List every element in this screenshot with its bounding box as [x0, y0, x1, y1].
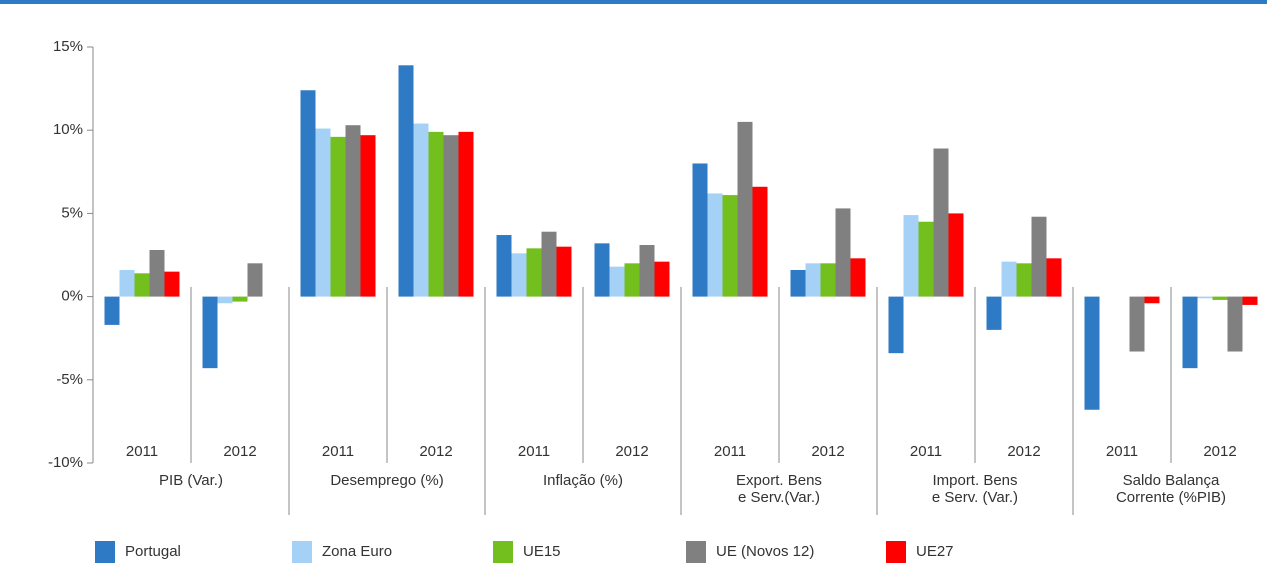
x-tick-label: 2011 — [714, 443, 746, 460]
x-tick-label: 2012 — [811, 443, 844, 460]
bar — [692, 163, 708, 297]
bar — [496, 235, 512, 297]
bar — [986, 296, 1002, 330]
y-tick-label: -10% — [48, 454, 83, 471]
bar — [541, 231, 557, 297]
bar — [1197, 296, 1213, 299]
bar — [707, 193, 723, 297]
bar — [737, 121, 753, 297]
bar — [1031, 216, 1047, 297]
x-tick-label: 2012 — [419, 443, 452, 460]
bar — [398, 65, 414, 297]
x-tick-label: 2011 — [518, 443, 550, 460]
y-tick-label: 15% — [53, 38, 83, 55]
y-tick-label: 5% — [61, 204, 83, 221]
bar — [1129, 296, 1145, 352]
x-tick-label: 2011 — [910, 443, 942, 460]
bar — [1212, 296, 1228, 300]
group-label: Export. Bens — [736, 472, 822, 489]
x-tick-label: 2012 — [1007, 443, 1040, 460]
x-tick-label: 2012 — [1203, 443, 1236, 460]
bar — [820, 263, 836, 297]
bar — [1084, 296, 1100, 410]
bar — [360, 135, 376, 297]
legend-label: Portugal — [125, 543, 181, 560]
legend-label: Zona Euro — [322, 543, 392, 560]
bar — [164, 271, 180, 297]
group-label: PIB (Var.) — [159, 472, 223, 489]
bar — [1046, 258, 1062, 297]
bar — [134, 273, 150, 297]
bar — [511, 253, 527, 297]
top-rule — [0, 0, 1267, 4]
bar — [1242, 296, 1258, 305]
bar — [594, 243, 610, 297]
bar — [526, 248, 542, 297]
bar — [104, 296, 120, 325]
group-label: Saldo Balança — [1123, 472, 1220, 489]
bar — [458, 131, 474, 297]
bar — [639, 245, 655, 297]
x-tick-label: 2011 — [1106, 443, 1138, 460]
legend-swatch — [292, 541, 312, 563]
bar — [300, 90, 316, 297]
bar — [790, 269, 806, 297]
group-label: Corrente (%PIB) — [1116, 489, 1226, 506]
bar — [654, 261, 670, 297]
bar — [149, 250, 165, 297]
group-label: e Serv. (Var.) — [932, 489, 1018, 506]
bar — [1001, 261, 1017, 297]
bar — [1227, 296, 1243, 352]
bar — [330, 136, 346, 297]
x-tick-label: 2012 — [615, 443, 648, 460]
x-tick-label: 2011 — [126, 443, 158, 460]
bar — [835, 208, 851, 297]
legend-label: UE15 — [523, 543, 561, 560]
bar — [722, 195, 738, 297]
bar — [232, 296, 248, 302]
bar — [217, 296, 233, 304]
bar — [624, 263, 640, 297]
x-tick-label: 2012 — [223, 443, 256, 460]
bar — [1016, 263, 1032, 297]
group-label: e Serv.(Var.) — [738, 489, 820, 506]
bar — [948, 213, 964, 297]
bar — [888, 296, 904, 354]
bar — [247, 263, 263, 297]
y-tick-label: 0% — [61, 288, 83, 305]
legend-swatch — [686, 541, 706, 563]
legend-swatch — [95, 541, 115, 563]
bar — [609, 266, 625, 297]
bar — [345, 125, 361, 297]
legend-swatch — [886, 541, 906, 563]
legend-swatch — [493, 541, 513, 563]
y-tick-label: 10% — [53, 121, 83, 138]
bar — [556, 246, 572, 297]
bar — [1144, 296, 1160, 304]
x-tick-label: 2011 — [322, 443, 354, 460]
legend-label: UE (Novos 12) — [716, 543, 814, 560]
bar — [933, 148, 949, 297]
bar — [903, 215, 919, 297]
bar — [119, 269, 135, 297]
bar — [443, 135, 459, 297]
bar — [428, 131, 444, 297]
legend-label: UE27 — [916, 543, 954, 560]
bar — [315, 128, 331, 297]
bar — [202, 296, 218, 369]
y-tick-label: -5% — [56, 371, 83, 388]
bar — [413, 123, 429, 297]
bar — [752, 186, 768, 297]
group-label: Inflação (%) — [543, 472, 623, 489]
bar — [918, 221, 934, 297]
bar — [850, 258, 866, 297]
group-label: Desemprego (%) — [330, 472, 443, 489]
bar — [1182, 296, 1198, 369]
group-label: Import. Bens — [932, 472, 1017, 489]
bar — [805, 263, 821, 297]
